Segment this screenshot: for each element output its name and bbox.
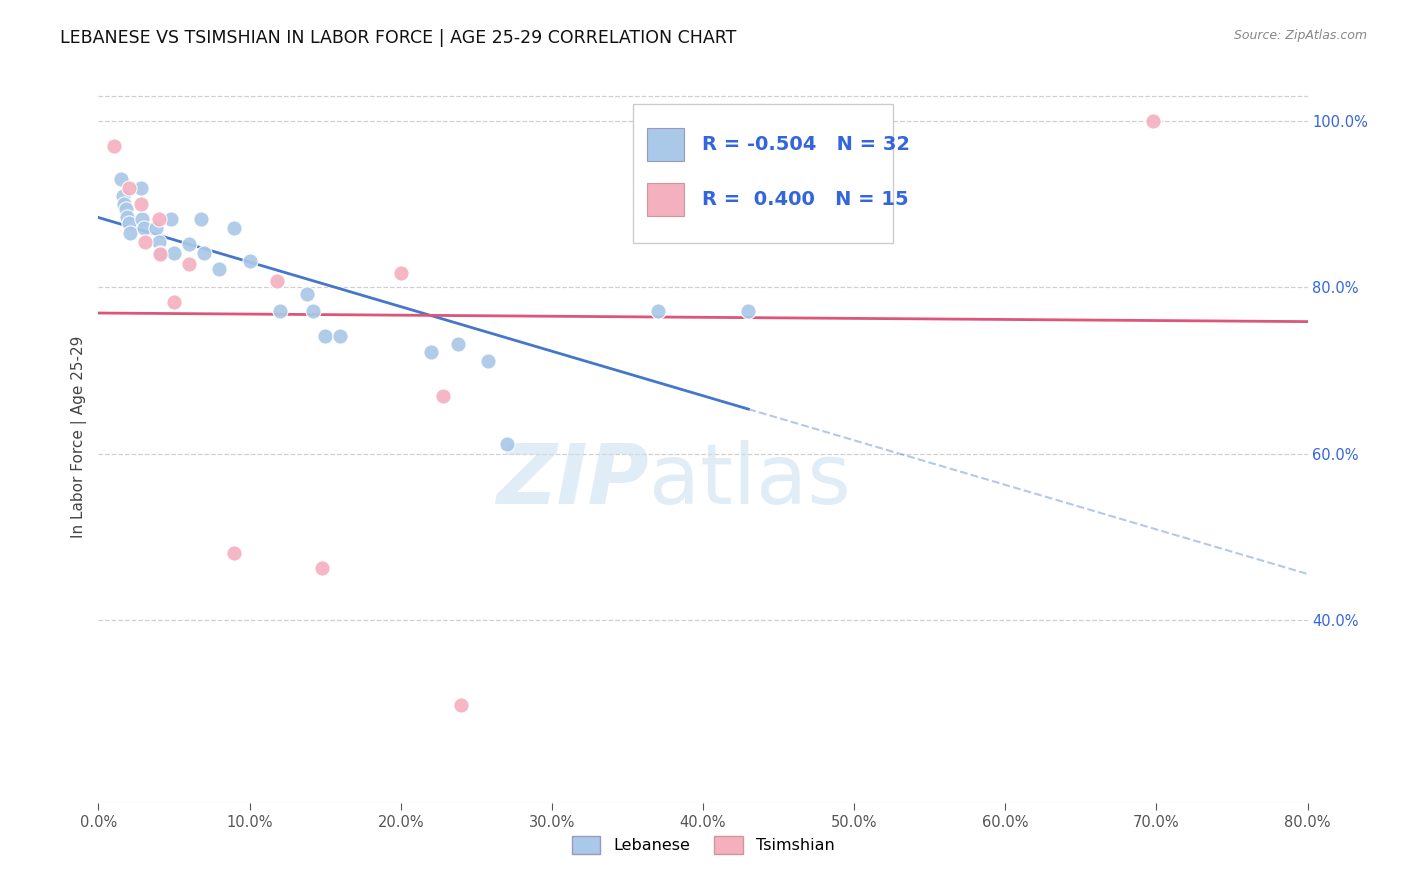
Point	[149, 247, 172, 261]
Point	[118, 180, 141, 194]
Point	[737, 303, 759, 318]
Bar	[633, 104, 893, 244]
Point	[329, 328, 352, 343]
Point	[132, 220, 155, 235]
Point	[190, 212, 212, 227]
Text: atlas: atlas	[648, 441, 851, 522]
Point	[447, 337, 470, 351]
Point	[311, 561, 333, 575]
Point	[420, 345, 443, 359]
Point	[112, 197, 135, 211]
Point	[131, 212, 153, 227]
Point	[115, 210, 138, 224]
Point	[432, 388, 454, 402]
Point	[111, 189, 134, 203]
Legend: Lebanese, Tsimshian: Lebanese, Tsimshian	[565, 830, 841, 861]
Point	[145, 220, 167, 235]
Bar	[647, 183, 683, 216]
Text: R =  0.400   N = 15: R = 0.400 N = 15	[702, 190, 908, 209]
Text: R = -0.504   N = 32: R = -0.504 N = 32	[702, 135, 910, 154]
Text: LEBANESE VS TSIMSHIAN IN LABOR FORCE | AGE 25-29 CORRELATION CHART: LEBANESE VS TSIMSHIAN IN LABOR FORCE | A…	[60, 29, 737, 46]
Point	[1142, 114, 1164, 128]
Point	[163, 245, 186, 260]
Point	[134, 235, 156, 249]
Point	[208, 262, 231, 277]
Point	[129, 197, 152, 211]
Point	[179, 257, 201, 271]
Point	[314, 328, 336, 343]
Point	[266, 274, 288, 288]
Point	[114, 202, 136, 216]
Point	[129, 180, 152, 194]
Point	[160, 212, 183, 227]
Y-axis label: In Labor Force | Age 25-29: In Labor Force | Age 25-29	[72, 336, 87, 538]
Point	[148, 235, 170, 249]
Point	[647, 303, 669, 318]
Point	[110, 172, 132, 186]
Point	[450, 698, 472, 712]
Text: Source: ZipAtlas.com: Source: ZipAtlas.com	[1233, 29, 1367, 42]
Point	[239, 253, 262, 268]
Point	[477, 353, 499, 368]
Point	[269, 303, 291, 318]
Point	[120, 227, 142, 241]
Point	[302, 303, 325, 318]
Point	[149, 245, 172, 260]
Point	[495, 436, 517, 450]
Point	[118, 216, 141, 230]
Point	[103, 139, 125, 153]
Point	[148, 212, 170, 227]
Text: ZIP: ZIP	[496, 441, 648, 522]
Point	[224, 546, 246, 560]
Point	[224, 220, 246, 235]
Point	[295, 287, 318, 301]
Point	[179, 237, 201, 252]
Point	[163, 295, 186, 310]
Point	[389, 266, 412, 280]
Point	[193, 245, 215, 260]
Bar	[647, 128, 683, 161]
